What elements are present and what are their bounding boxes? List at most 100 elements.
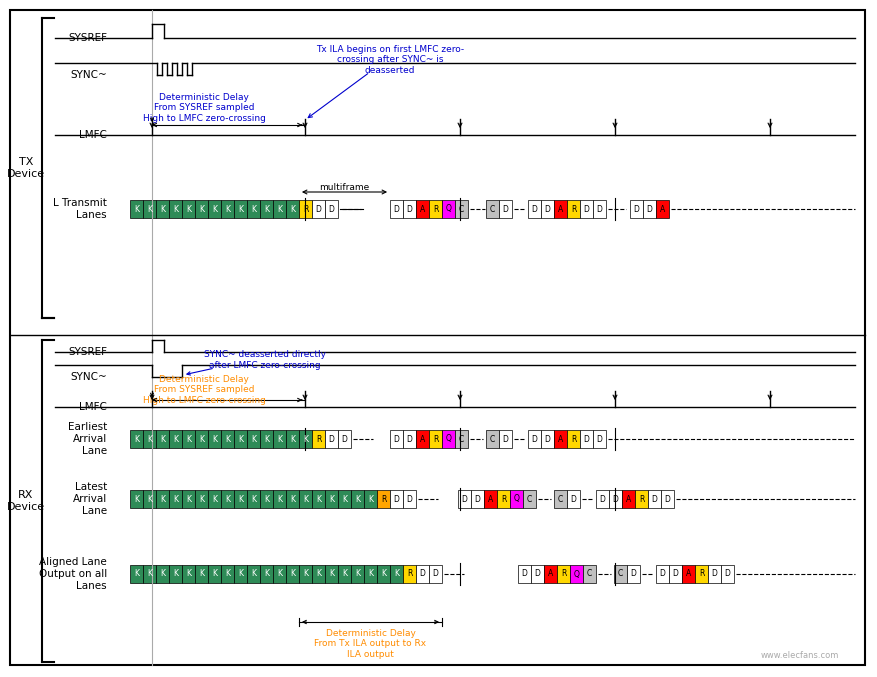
Text: K: K — [211, 494, 217, 504]
Bar — [221, 200, 234, 218]
Text: D: D — [502, 204, 508, 213]
Text: K: K — [329, 494, 333, 504]
Text: A: A — [419, 435, 424, 443]
Text: LMFC: LMFC — [79, 130, 107, 140]
Text: K: K — [342, 569, 346, 579]
Bar — [130, 490, 143, 508]
Text: K: K — [276, 494, 282, 504]
Text: A: A — [547, 569, 553, 579]
Text: D: D — [595, 204, 602, 213]
Bar — [403, 490, 416, 508]
Bar — [567, 490, 580, 508]
Bar — [364, 490, 376, 508]
Bar — [299, 430, 311, 448]
Text: K: K — [146, 204, 152, 213]
Bar — [634, 490, 647, 508]
Bar — [143, 565, 156, 583]
Text: R: R — [638, 494, 644, 504]
Bar — [351, 565, 364, 583]
Text: K: K — [160, 435, 165, 443]
Text: K: K — [211, 204, 217, 213]
Text: K: K — [367, 494, 373, 504]
Text: K: K — [199, 569, 203, 579]
Bar — [299, 200, 311, 218]
Text: www.elecfans.com: www.elecfans.com — [760, 651, 838, 659]
Text: A: A — [625, 494, 631, 504]
Text: K: K — [225, 494, 230, 504]
Bar — [195, 565, 208, 583]
Bar — [429, 430, 441, 448]
Text: R: R — [560, 569, 566, 579]
Bar — [195, 490, 208, 508]
Bar — [517, 565, 531, 583]
Text: D: D — [432, 569, 438, 579]
Bar — [403, 200, 416, 218]
Text: K: K — [134, 569, 139, 579]
Text: LMFC: LMFC — [79, 402, 107, 412]
Bar — [626, 565, 639, 583]
Bar — [609, 490, 621, 508]
Text: D: D — [595, 435, 602, 443]
Bar — [182, 490, 195, 508]
Text: C: C — [459, 435, 464, 443]
Text: K: K — [289, 435, 295, 443]
Text: K: K — [173, 569, 178, 579]
Text: Q: Q — [445, 435, 451, 443]
Text: C: C — [526, 494, 531, 504]
Bar — [168, 565, 182, 583]
Text: K: K — [186, 494, 191, 504]
Text: SYNC~: SYNC~ — [70, 70, 107, 80]
Bar — [221, 430, 234, 448]
Text: D: D — [406, 435, 412, 443]
Bar — [182, 430, 195, 448]
Bar — [403, 430, 416, 448]
Text: K: K — [276, 204, 282, 213]
Bar — [454, 200, 467, 218]
Bar — [324, 490, 338, 508]
Bar — [441, 430, 454, 448]
Text: K: K — [186, 204, 191, 213]
Text: K: K — [354, 494, 360, 504]
Bar — [311, 430, 324, 448]
Text: SYNC~: SYNC~ — [70, 372, 107, 382]
Text: R: R — [381, 494, 386, 504]
Bar — [486, 430, 498, 448]
Bar — [527, 430, 540, 448]
Text: R: R — [432, 435, 438, 443]
Bar — [324, 565, 338, 583]
Bar — [580, 430, 592, 448]
Text: K: K — [173, 435, 178, 443]
Bar — [143, 490, 156, 508]
Text: R: R — [500, 494, 506, 504]
Bar — [234, 200, 246, 218]
Text: R: R — [432, 204, 438, 213]
Text: K: K — [134, 435, 139, 443]
Text: K: K — [251, 204, 256, 213]
Bar — [496, 490, 510, 508]
Text: D: D — [474, 494, 480, 504]
Text: A: A — [660, 204, 665, 213]
Text: D: D — [341, 435, 347, 443]
Bar — [531, 565, 544, 583]
Text: K: K — [289, 569, 295, 579]
Bar — [389, 200, 403, 218]
Bar — [595, 490, 609, 508]
Text: K: K — [186, 435, 191, 443]
Bar — [273, 430, 286, 448]
Text: K: K — [238, 435, 243, 443]
Text: D: D — [328, 435, 334, 443]
Text: K: K — [354, 569, 360, 579]
Bar — [338, 430, 351, 448]
Bar — [510, 490, 523, 508]
Bar — [286, 490, 299, 508]
Text: D: D — [645, 204, 652, 213]
Bar — [156, 565, 168, 583]
Text: D: D — [544, 435, 550, 443]
Bar — [143, 200, 156, 218]
Bar — [720, 565, 733, 583]
Text: Q: Q — [513, 494, 519, 504]
Text: D: D — [583, 435, 588, 443]
Bar — [389, 430, 403, 448]
Bar — [695, 565, 707, 583]
Bar — [273, 490, 286, 508]
